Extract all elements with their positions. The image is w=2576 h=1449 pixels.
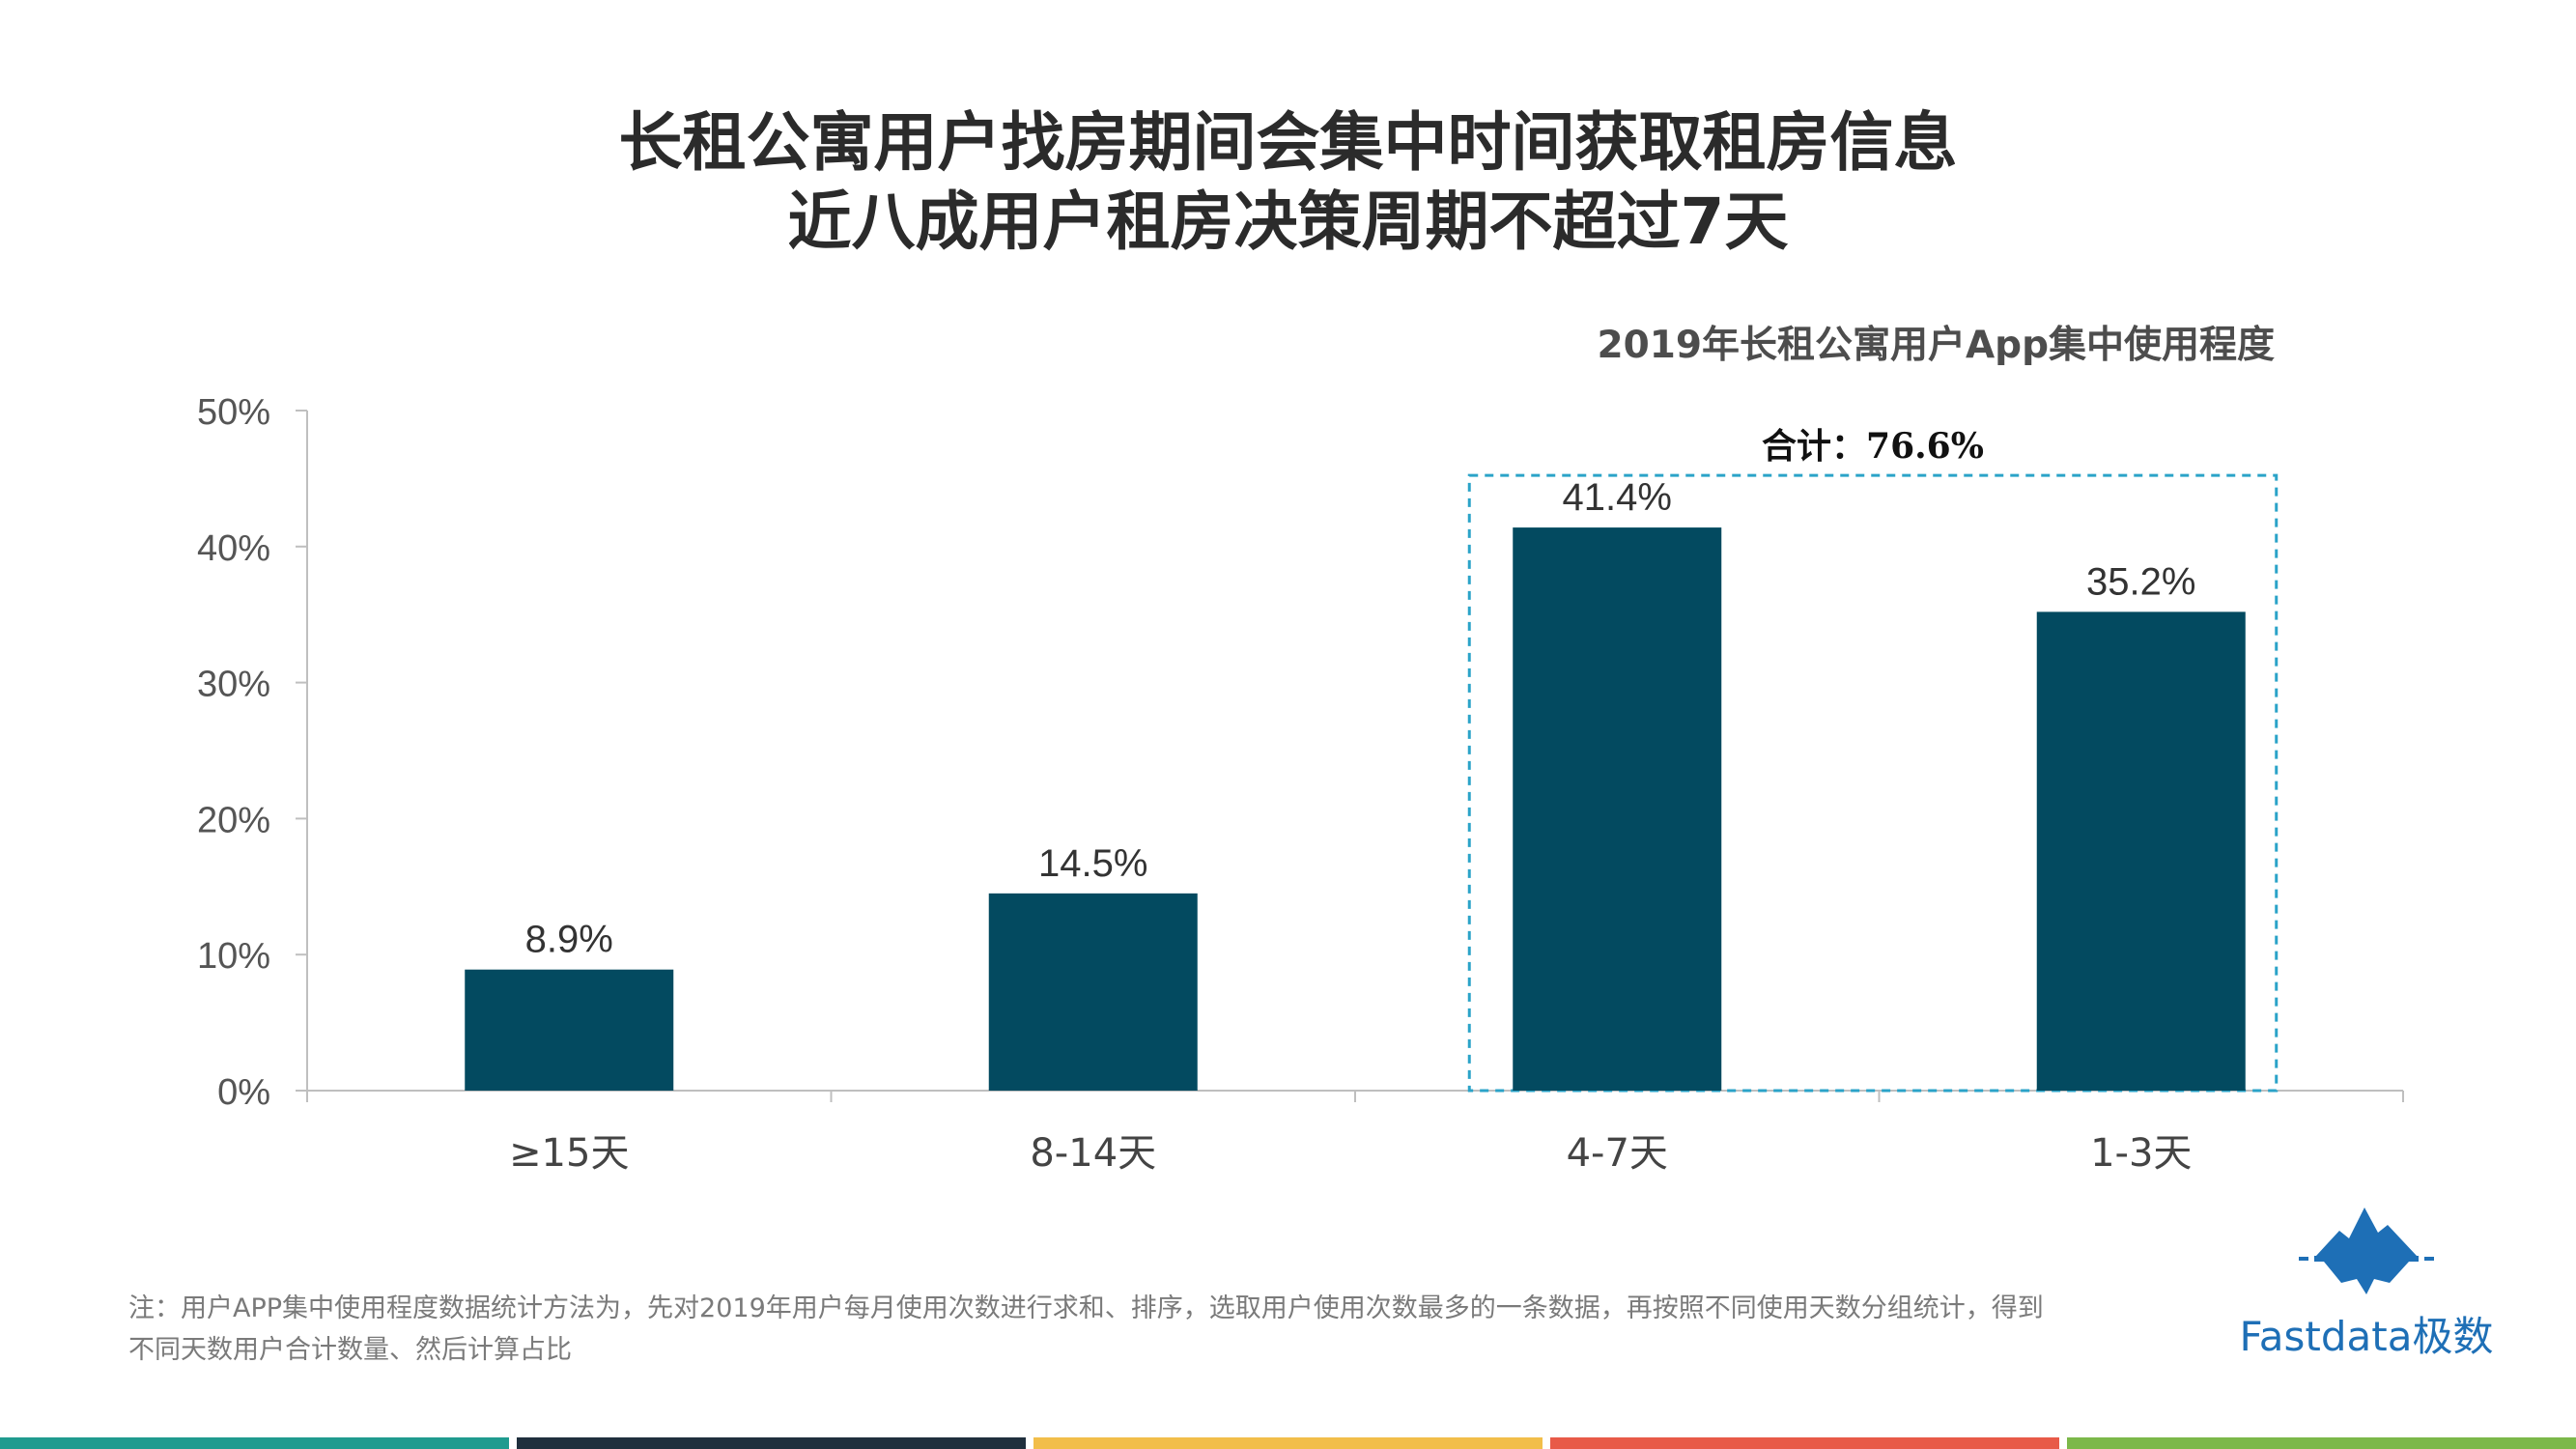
footnote: 注：用户APP集中使用程度数据统计方法为，先对2019年用户每月使用次数进行求和… xyxy=(128,1288,2157,1371)
y-tick-label: 50% xyxy=(197,392,270,433)
stripe-segment xyxy=(1550,1437,2059,1449)
x-category-label: 4-7天 xyxy=(1567,1131,1668,1176)
page-title-line2: 近八成用户租房决策周期不超过7天 xyxy=(787,185,1789,259)
y-tick-label: 0% xyxy=(217,1072,270,1113)
highlight-total-label: 合计：76.6% xyxy=(1762,426,1984,467)
footnote-line1: 注：用户APP集中使用程度数据统计方法为，先对2019年用户每月使用次数进行求和… xyxy=(128,1293,2044,1323)
stripe-segment xyxy=(0,1437,509,1449)
y-tick-label: 20% xyxy=(197,800,270,840)
bar-value-label: 8.9% xyxy=(525,919,613,961)
page-title-line1: 长租公寓用户找房期间会集中时间获取租房信息 xyxy=(618,105,1958,180)
footnote-line2: 不同天数用户合计数量、然后计算占比 xyxy=(128,1335,572,1365)
bar-chart: 0% 10% 20% 30% 40% 50% 合计：76.6% 8.9% ≥15天 14.5% 8-… xyxy=(197,392,2404,1176)
stripe-segment xyxy=(517,1437,1026,1449)
bar xyxy=(465,969,674,1091)
y-tick-label: 10% xyxy=(197,936,270,977)
y-tick-label: 40% xyxy=(197,528,270,569)
y-tick-label: 30% xyxy=(197,665,270,705)
iceberg-logo-icon xyxy=(2299,1208,2434,1294)
bar-value-label: 41.4% xyxy=(1563,476,1672,519)
bar xyxy=(988,893,1198,1091)
stripe-segment xyxy=(2067,1437,2576,1449)
x-category-label: 8-14天 xyxy=(1030,1131,1156,1176)
bar xyxy=(1513,527,1722,1091)
brand-logo: Fastdata极数 xyxy=(2231,1198,2502,1362)
bar-value-label: 14.5% xyxy=(1038,842,1147,885)
footer-color-stripe xyxy=(0,1437,2576,1449)
bar-value-label: 35.2% xyxy=(2086,560,2195,603)
brand-name: Fastdata极数 xyxy=(2239,1313,2494,1360)
x-category-label: 1-3天 xyxy=(2090,1131,2192,1176)
x-category-label: ≥15天 xyxy=(509,1131,629,1176)
highlight-box xyxy=(1467,473,2279,1093)
chart-title: 2019年长租公寓用户App集中使用程度 xyxy=(1597,324,2275,367)
bar xyxy=(2036,611,2246,1091)
stripe-segment xyxy=(1033,1437,1543,1449)
